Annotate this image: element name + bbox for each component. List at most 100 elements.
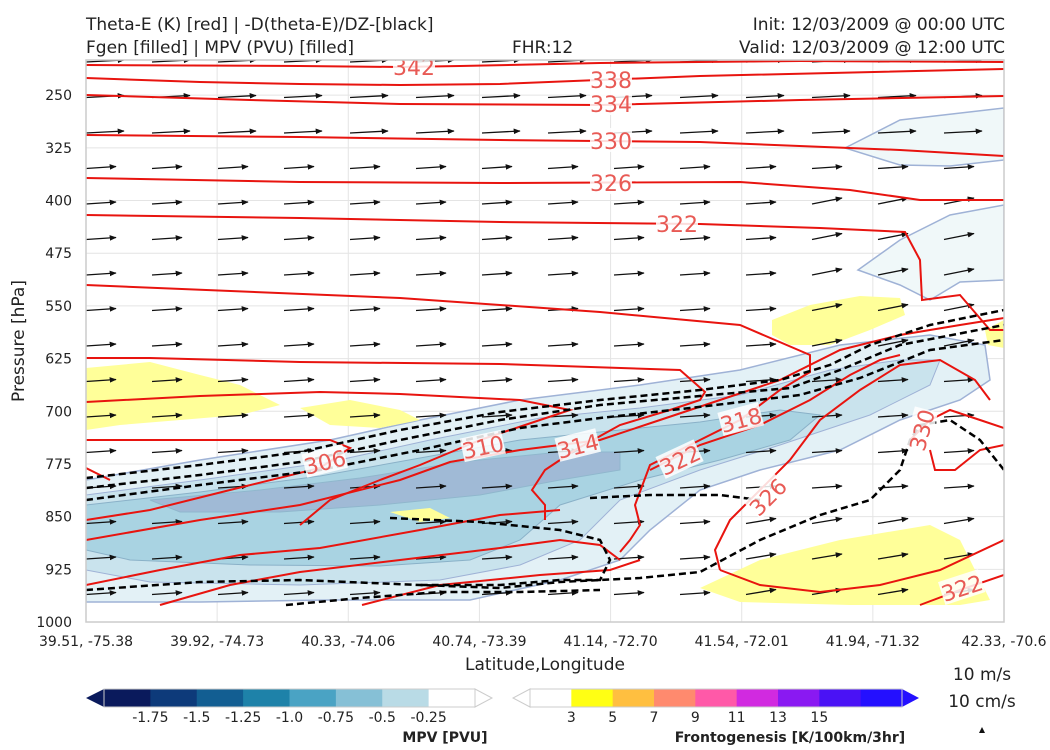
fgen-colorbar-tick: 9 xyxy=(691,710,700,726)
wind-vector-arrow xyxy=(943,338,975,347)
mpv-colorbar-tick: -0.75 xyxy=(318,710,354,726)
mpv-colorbar: -1.75 -1.5 -1.25 -1.0 -0.75 -0.5 -0.25 xyxy=(86,688,494,726)
wind-vector-arrow xyxy=(283,199,315,206)
y-tick-label: 925 xyxy=(45,562,72,578)
theta-e-contour-334 xyxy=(86,94,1004,107)
wind-vector-arrow xyxy=(679,412,711,419)
fgen-colorbar-swatch xyxy=(612,689,655,707)
wind-vector-arrow xyxy=(283,270,315,277)
mpv-region-upper-right xyxy=(843,107,1004,167)
y-tick-label: 475 xyxy=(45,246,72,262)
wind-vector-arrow xyxy=(943,516,975,525)
wind-vector-arrow xyxy=(217,199,249,206)
wind-vector-arrow xyxy=(811,231,843,241)
wind-vector-arrow xyxy=(151,412,183,419)
wind-vector-arrow xyxy=(943,231,975,241)
wind-vector-arrow xyxy=(151,235,183,241)
wind-vector-arrow xyxy=(415,199,447,206)
theta-e-label-bg xyxy=(459,429,506,463)
wind-vector-arrow xyxy=(877,377,909,383)
wind-vector-arrow xyxy=(415,448,447,454)
wind-vector-arrow xyxy=(943,552,975,560)
y-tick-label: 325 xyxy=(45,141,72,157)
wind-vector-arrow xyxy=(283,412,315,419)
wind-vector-arrow xyxy=(283,235,315,241)
wind-vector-arrow xyxy=(943,267,975,276)
wind-vector-arrow xyxy=(481,554,513,561)
wind-vector-arrow xyxy=(349,590,381,596)
mpv-colorbar-frame xyxy=(103,688,476,708)
wind-vector-arrow xyxy=(547,199,579,206)
wind-vector-arrow xyxy=(349,554,381,561)
theta-e-label-group: 334 xyxy=(590,91,632,118)
theta-e-contour-338 xyxy=(86,68,1004,87)
wind-vector-arrow xyxy=(943,448,975,454)
theta-e-label-bg xyxy=(743,472,791,520)
wind-vector-arrow xyxy=(349,341,381,348)
wind-vector-arrow xyxy=(679,341,711,348)
theta-e-label-bg xyxy=(717,402,765,437)
theta-e-label-group: 342 xyxy=(393,60,435,81)
fgen-colorbar: 3 5 7 9 11 13 15 xyxy=(511,688,919,726)
theta-e-label: 334 xyxy=(590,93,632,118)
mpv-region-right xyxy=(856,204,1004,301)
fgen-colorbar-swatch xyxy=(819,689,862,707)
wind-vector-arrow xyxy=(151,341,183,348)
wind-vector-arrow xyxy=(283,128,323,135)
theta-e-contour-low3 xyxy=(159,538,621,606)
wind-vector-arrow xyxy=(745,93,785,99)
y-tick-label: 1000 xyxy=(36,615,72,631)
wind-vector-arrow xyxy=(86,270,117,277)
wind-vector-arrow xyxy=(86,412,117,419)
wind-vector-arrow xyxy=(415,483,447,490)
wind-vector-arrow xyxy=(547,128,587,135)
wind-vector-arrow xyxy=(217,270,249,277)
x-tick-label: 41.54, -72.01 xyxy=(695,634,789,650)
fgen-colorbar-tick: 7 xyxy=(650,710,659,726)
wind-vector-arrow xyxy=(151,377,183,383)
theta-e-label-bg xyxy=(904,406,939,454)
stability-contour-2 xyxy=(86,323,1004,490)
theta-e-label-bg xyxy=(590,91,632,115)
theta-e-label-group: 330 xyxy=(590,128,632,155)
wind-vector-arrow xyxy=(613,377,645,383)
wind-vector-arrow xyxy=(745,341,777,348)
wind-vector-arrow xyxy=(217,341,249,348)
wind-vector-arrow xyxy=(415,235,447,241)
wind-vector-arrow xyxy=(217,377,249,383)
wind-vector-arrow xyxy=(811,164,843,170)
wind-vector-arrow xyxy=(613,341,645,348)
forecast-hour: FHR:12 xyxy=(512,38,574,58)
wind-vector-arrow xyxy=(877,93,917,99)
title-line-2: Fgen [filled] | MPV (PVU) [filled] xyxy=(86,38,355,58)
wind-vector-arrow xyxy=(481,483,513,490)
wind-vector-arrow xyxy=(877,516,909,525)
theta-e-label-group: 310 xyxy=(459,429,506,465)
wind-vector-arrow xyxy=(415,412,447,419)
wind-vector-arrow xyxy=(481,377,513,383)
wind-vector-arrow xyxy=(349,306,381,312)
mpv-colorbar-swatch xyxy=(382,689,430,707)
wind-vector-arrow xyxy=(415,377,447,383)
wind-vector-arrow xyxy=(745,199,777,206)
fgen-region-lower-right xyxy=(700,525,990,605)
wind-vector-arrow xyxy=(217,128,257,135)
theta-e-contour-326 xyxy=(86,177,1004,201)
wind-vector-arrow xyxy=(811,93,851,99)
wind-vector-arrow xyxy=(86,306,117,312)
x-tick-label: 41.94, -71.32 xyxy=(826,634,920,650)
wind-vector-arrow xyxy=(217,164,249,170)
mpv-colorbar-label: MPV [PVU] xyxy=(402,730,487,746)
wind-vector-arrow xyxy=(481,270,513,277)
wind-vector-arrow xyxy=(745,377,777,383)
mpv-colorbar-tick: -1.25 xyxy=(225,710,261,726)
wind-vector-arrow xyxy=(415,341,447,348)
wind-vector-arrow xyxy=(679,164,711,170)
wind-vector-arrow xyxy=(349,164,381,170)
theta-e-contour-322 xyxy=(86,214,1004,331)
fgen-colorbar-frame xyxy=(529,688,903,708)
theta-e-contour-low4 xyxy=(361,559,641,606)
wind-vector-arrow xyxy=(349,93,389,99)
theta-e-label-group: 326 xyxy=(590,170,632,197)
wind-vector-arrow xyxy=(877,587,909,596)
